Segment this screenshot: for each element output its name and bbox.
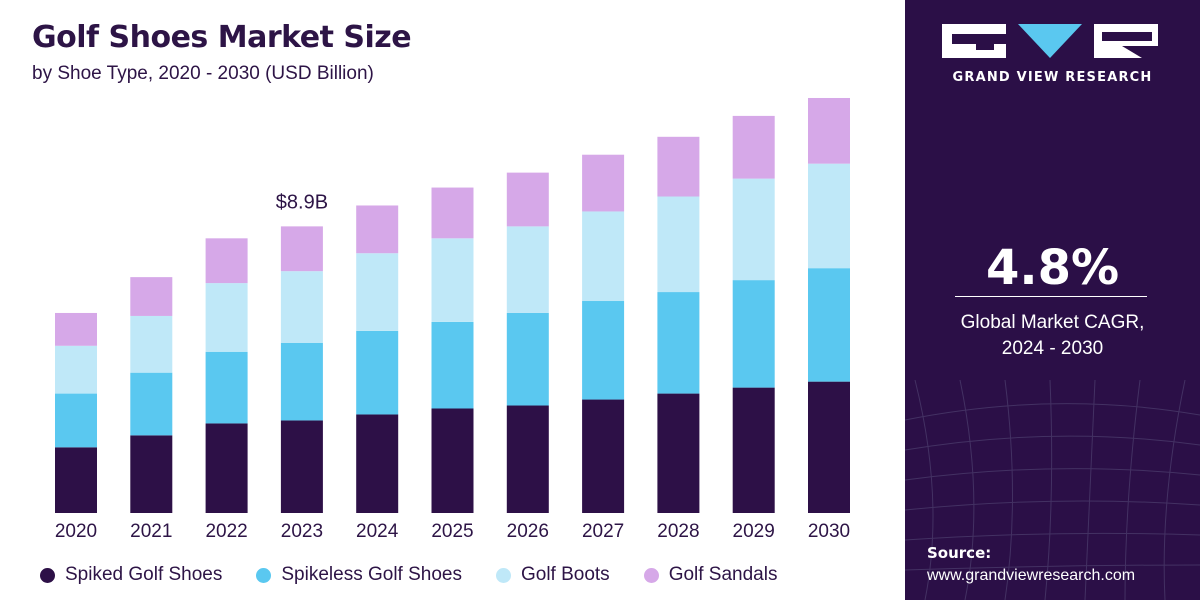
bar-segment-2023-4 xyxy=(280,226,323,272)
chart-legend: Spiked Golf Shoes Spikeless Golf Shoes Gol… xyxy=(40,560,811,590)
bar-segment-2023-1 xyxy=(280,420,323,513)
brand-name: GRAND VIEW RESEARCH xyxy=(952,70,1153,85)
bar-segment-2026-3 xyxy=(506,226,549,313)
cagr-label-line2: 2024 - 2030 xyxy=(1001,338,1104,359)
bar-segment-2021-4 xyxy=(130,277,173,316)
legend-label: Golf Sandals xyxy=(668,564,778,585)
bar-segment-2030-2 xyxy=(808,268,850,382)
bar-segment-2020-2 xyxy=(55,393,97,448)
chart-title: Golf Shoes Market Size xyxy=(32,20,412,55)
bar-segment-2022-4 xyxy=(205,238,248,284)
x-tick-label: 2026 xyxy=(507,521,549,542)
x-tick-label: 2024 xyxy=(356,521,399,542)
source-label: Source: xyxy=(927,544,992,562)
bar-segment-2022-1 xyxy=(205,423,248,513)
legend-swatch xyxy=(495,567,511,583)
legend-swatch xyxy=(256,567,272,583)
bar-segment-2025-4 xyxy=(431,187,474,239)
bar-segment-2024-1 xyxy=(356,414,399,513)
bar-segment-2030-3 xyxy=(808,163,850,269)
bar-segment-2030-4 xyxy=(808,97,850,164)
bar-segment-2026-1 xyxy=(506,405,549,513)
divider xyxy=(955,296,1147,297)
bar-segment-2022-2 xyxy=(205,351,248,424)
legend-swatch xyxy=(40,567,55,583)
bar-segment-2020-1 xyxy=(55,447,97,513)
bar-segment-2024-4 xyxy=(356,205,399,254)
cagr-value: 4.8% xyxy=(985,240,1120,296)
bar-segment-2029-4 xyxy=(732,115,775,179)
bar-segment-2021-2 xyxy=(130,372,173,436)
summary-panel: GRAND VIEW RESEARCH 4.8% Global Market C… xyxy=(905,0,1200,600)
x-tick-label: 2020 xyxy=(55,521,97,542)
x-tick-label: 2025 xyxy=(431,521,473,542)
bar-segment-2029-1 xyxy=(732,387,775,513)
source-url[interactable]: www.grandviewresearch.com xyxy=(927,567,1136,584)
bar-segment-2021-1 xyxy=(130,435,173,513)
x-tick-label: 2027 xyxy=(582,521,624,542)
bar-segment-2021-3 xyxy=(130,315,173,373)
bar-segment-2027-4 xyxy=(582,154,625,212)
cagr-label-line1: Global Market CAGR, xyxy=(960,312,1145,333)
legend-label: Spikeless Golf Shoes xyxy=(281,564,462,585)
brand-logo xyxy=(942,24,1158,58)
x-tick-label: 2028 xyxy=(657,521,699,542)
bar-segment-2029-3 xyxy=(732,178,775,281)
bar-segment-2027-3 xyxy=(582,211,625,302)
bar-segment-2028-2 xyxy=(657,292,700,394)
legend-label: Golf Boots xyxy=(520,564,610,585)
bar-segment-2020-4 xyxy=(55,312,97,346)
bar-segment-2022-3 xyxy=(205,283,248,352)
bar-segment-2030-1 xyxy=(808,381,850,513)
x-tick-label: 2022 xyxy=(205,521,247,542)
bar-segment-2027-2 xyxy=(582,301,625,400)
bar-segment-2025-1 xyxy=(431,408,474,513)
bar-segment-2026-2 xyxy=(506,312,549,406)
bar-segment-2025-2 xyxy=(431,321,474,409)
chart-subtitle: by Shoe Type, 2020 - 2030 (USD Billion) xyxy=(32,63,374,84)
value-annotation: $8.9B xyxy=(276,191,328,213)
legend-item: Golf Boots xyxy=(495,564,610,586)
bar-segment-2028-1 xyxy=(657,393,700,513)
legend-swatch xyxy=(643,567,659,583)
bar-segment-2020-3 xyxy=(55,345,97,394)
legend-item: Spikeless Golf Shoes xyxy=(256,564,462,586)
legend-label: Spiked Golf Shoes xyxy=(65,564,223,585)
bar-segment-2024-2 xyxy=(356,330,399,415)
bar-segment-2027-1 xyxy=(582,399,625,513)
grid-pattern-decoration xyxy=(905,380,1200,600)
bar-segment-2025-3 xyxy=(431,238,474,322)
bar-segment-2023-2 xyxy=(280,342,323,421)
bar-segment-2026-4 xyxy=(506,172,549,227)
stacked-bar-chart: 2020 2021 2022 2023 $8.9B 2024 2025 2026 2027 202… xyxy=(55,97,850,542)
legend-item: Spiked Golf Shoes xyxy=(40,564,222,586)
bar-segment-2029-2 xyxy=(732,280,775,388)
bar-segment-2024-3 xyxy=(356,253,399,331)
cagr-label: Global Market CAGR, 2024 - 2030 xyxy=(905,310,1200,362)
x-tick-label: 2023 xyxy=(281,521,323,542)
legend-item: Golf Sandals xyxy=(643,564,778,586)
x-tick-label: 2030 xyxy=(808,521,850,542)
bar-segment-2028-4 xyxy=(657,136,700,197)
bar-segment-2028-3 xyxy=(657,196,700,293)
x-tick-label: 2021 xyxy=(130,521,172,542)
chart-panel: Golf Shoes Market Size by Shoe Type, 202… xyxy=(32,20,851,590)
bar-segment-2023-3 xyxy=(280,271,323,343)
x-tick-label: 2029 xyxy=(733,521,775,542)
